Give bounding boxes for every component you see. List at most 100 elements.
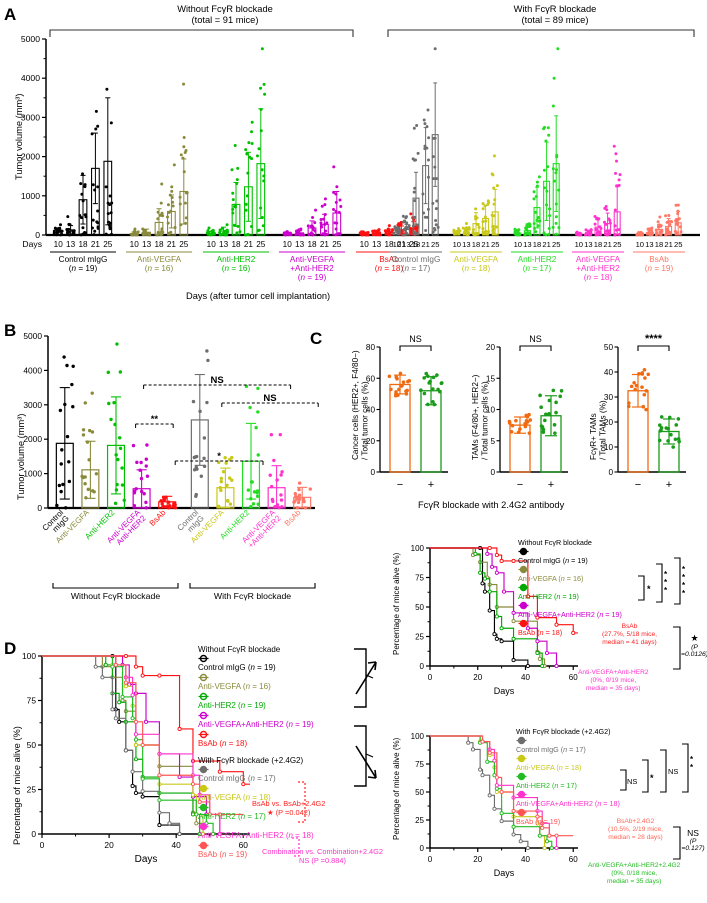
legend-item[interactable]: Anti-HER2 (n = 19) (198, 692, 358, 711)
svg-text:*: * (682, 565, 686, 574)
svg-text:13: 13 (402, 240, 410, 249)
legend-group: With FcγR blockade (+2.4G2) Control mIgG… (516, 727, 666, 826)
panel-d-bracket-bottom (352, 722, 374, 794)
svg-text:Anti-VEGFA: Anti-VEGFA (290, 255, 335, 264)
legend-item[interactable]: Anti-VEGFA+Anti-HER2 (n = 18) (198, 822, 358, 841)
svg-text:NS: NS (409, 334, 422, 344)
legend-item-label: Anti-HER2 (198, 812, 236, 821)
svg-text:13: 13 (523, 240, 531, 249)
legend-item-n: (n = 17) (247, 774, 276, 783)
svg-text:25: 25 (415, 816, 424, 825)
legend-item[interactable]: Anti-HER2 (n = 19) (518, 583, 658, 601)
svg-text:0: 0 (490, 468, 495, 477)
svg-text:50: 50 (604, 343, 614, 352)
svg-text:18: 18 (594, 240, 602, 249)
svg-text:0: 0 (428, 673, 433, 682)
svg-text:2000: 2000 (23, 434, 42, 444)
legend-item[interactable]: Anti-VEGFA+Anti-HER2 (n = 19) (198, 711, 358, 730)
legend-item[interactable]: Anti-HER2 (n = 17) (198, 803, 358, 822)
svg-text:13: 13 (462, 240, 470, 249)
panel-a-group2-title-line1: With FcγR blockade (513, 4, 597, 14)
legend-item[interactable]: Anti-VEGFA+Anti-HER2 (n = 19) (518, 601, 658, 619)
svg-text:−: − (397, 479, 403, 491)
svg-text:21: 21 (481, 240, 489, 249)
panel-d-annotation-bsab-text: BsAb vs. BsAb+2.4G2 (252, 799, 326, 808)
legend-marker-icon (516, 808, 666, 817)
svg-text:21: 21 (244, 240, 254, 249)
legend-group: With FcγR blockade (+2.4G2) Control mIgG… (198, 756, 358, 860)
svg-text:21: 21 (664, 240, 672, 249)
panel-a-letter: A (4, 5, 17, 24)
panel-d-combination-bracket (290, 836, 302, 858)
legend-item-n: (n = 19) (562, 556, 588, 565)
svg-text:21: 21 (421, 240, 429, 249)
svg-text:/ Total tumor cells (%): / Total tumor cells (%) (361, 381, 370, 460)
legend-item[interactable]: BsAb (n = 19) (198, 841, 358, 860)
legend-item[interactable]: Control mIgG (n = 17) (198, 765, 358, 784)
panel-d-top-callout-bsab-line: (27.7%, 5/18 mice, (602, 631, 657, 639)
svg-text:75: 75 (27, 696, 37, 706)
svg-text:Anti-HER2: Anti-HER2 (217, 255, 256, 264)
legend-item-label: BsAb (518, 628, 536, 637)
legend-marker-icon (198, 765, 358, 774)
panel-d-plot: 0 25 50 75 100 0 20 40 60 Days (22, 651, 250, 865)
legend-item-n: (n = 18) (594, 799, 620, 808)
legend-item-n: (n = 19) (247, 663, 276, 672)
legend-item[interactable]: Control mIgG (n = 19) (198, 654, 358, 673)
svg-text:18: 18 (78, 240, 88, 249)
svg-text:20: 20 (604, 418, 614, 427)
panel-d-bottom-callout-combo-line: Anti-VEGFA+Anti-HER2+2.4G2 (588, 862, 681, 869)
svg-text:**: ** (151, 414, 159, 425)
panel-d-top-plot: 0 25 50 75 100 0 20 40 60 Days (411, 544, 579, 696)
svg-text:With FcγR blockade: With FcγR blockade (214, 591, 291, 601)
legend-item-n: (n = 16) (558, 574, 584, 583)
legend-item[interactable]: Anti-HER2 (n = 17) (516, 772, 666, 790)
panel-a-group2-title: With FcγR blockade (total = 89 mice) (455, 4, 655, 25)
svg-text:10: 10 (360, 240, 370, 249)
svg-text:2000: 2000 (21, 152, 40, 162)
svg-text:(n = 18): (n = 18) (584, 273, 613, 282)
legend-item[interactable]: Anti-VEGFA (n = 16) (518, 565, 658, 583)
svg-text:13: 13 (66, 240, 76, 249)
svg-text:50: 50 (415, 603, 424, 612)
svg-text:10: 10 (453, 240, 461, 249)
legend-marker-icon (198, 730, 358, 739)
svg-text:60: 60 (366, 374, 376, 383)
svg-text:20: 20 (486, 343, 496, 352)
legend-heading: Without FcγR blockade (518, 538, 592, 547)
legend-marker-icon (516, 754, 666, 763)
legend-item[interactable]: BsAb (n = 18) (198, 730, 358, 749)
svg-text:Anti-VEGFA: Anti-VEGFA (454, 255, 499, 264)
panel-d-annotation-combination-pvalue: NS (P =0.884) (299, 855, 346, 865)
svg-text:18: 18 (154, 240, 164, 249)
legend-item[interactable]: Control mIgG (n = 17) (516, 736, 666, 754)
svg-text:10: 10 (514, 240, 522, 249)
legend-item[interactable]: BsAb (n = 18) (518, 619, 658, 637)
panel-d-top-callout-combo: Anti-VEGFA+Anti-HER2 (0%, 0/19 mice, media… (578, 669, 649, 694)
panel-d-bottom-callout-combo-wrap: Anti-VEGFA+Anti-HER2+2.4G2 (0%, 0/18 mice… (588, 862, 680, 887)
legend-item[interactable]: Control mIgG (n = 19) (518, 547, 658, 565)
svg-text:18: 18 (307, 240, 317, 249)
svg-text:25: 25 (613, 240, 621, 249)
legend-item[interactable]: Anti-VEGFA (n = 18) (198, 784, 358, 803)
legend-item[interactable]: Anti-VEGFA+Anti-HER2 (n = 18) (516, 790, 666, 808)
svg-text:−: − (517, 479, 523, 491)
legend-item[interactable]: Anti-VEGFA (n = 16) (198, 673, 358, 692)
panel-d-bottom-pvalue-wrap: NS (P =0.127) (679, 828, 707, 852)
svg-text:18: 18 (472, 240, 480, 249)
svg-text:+Anti-HER2: +Anti-HER2 (576, 264, 620, 273)
svg-text:15: 15 (486, 374, 496, 383)
svg-text:(n = 17): (n = 17) (402, 264, 431, 273)
panel-d-top-pvalue-wrap: ★ (P =0.0126) (681, 633, 707, 658)
svg-text:*: * (647, 584, 651, 594)
legend-item[interactable]: Anti-VEGFA (n = 18) (516, 754, 666, 772)
svg-text:NS: NS (529, 334, 542, 344)
panel-d-top-callout-combo-line: (0%, 0/19 mice, (590, 677, 637, 685)
panel-a-xlabel: Days (after tumor cell implantation) (186, 291, 331, 301)
legend-item-label: Anti-VEGFA+Anti-HER2 (198, 831, 284, 840)
legend-item-label: Control mIgG (198, 663, 246, 672)
panel-d-top-callout-bsab: BsAb (27.7%, 5/18 mice, median = 41 days) (602, 623, 657, 648)
svg-text:*: * (664, 586, 668, 595)
legend-item[interactable]: BsAb (n = 19) (516, 808, 666, 826)
panel-d-top-pvalue: ★ (P =0.0126) (681, 633, 707, 658)
